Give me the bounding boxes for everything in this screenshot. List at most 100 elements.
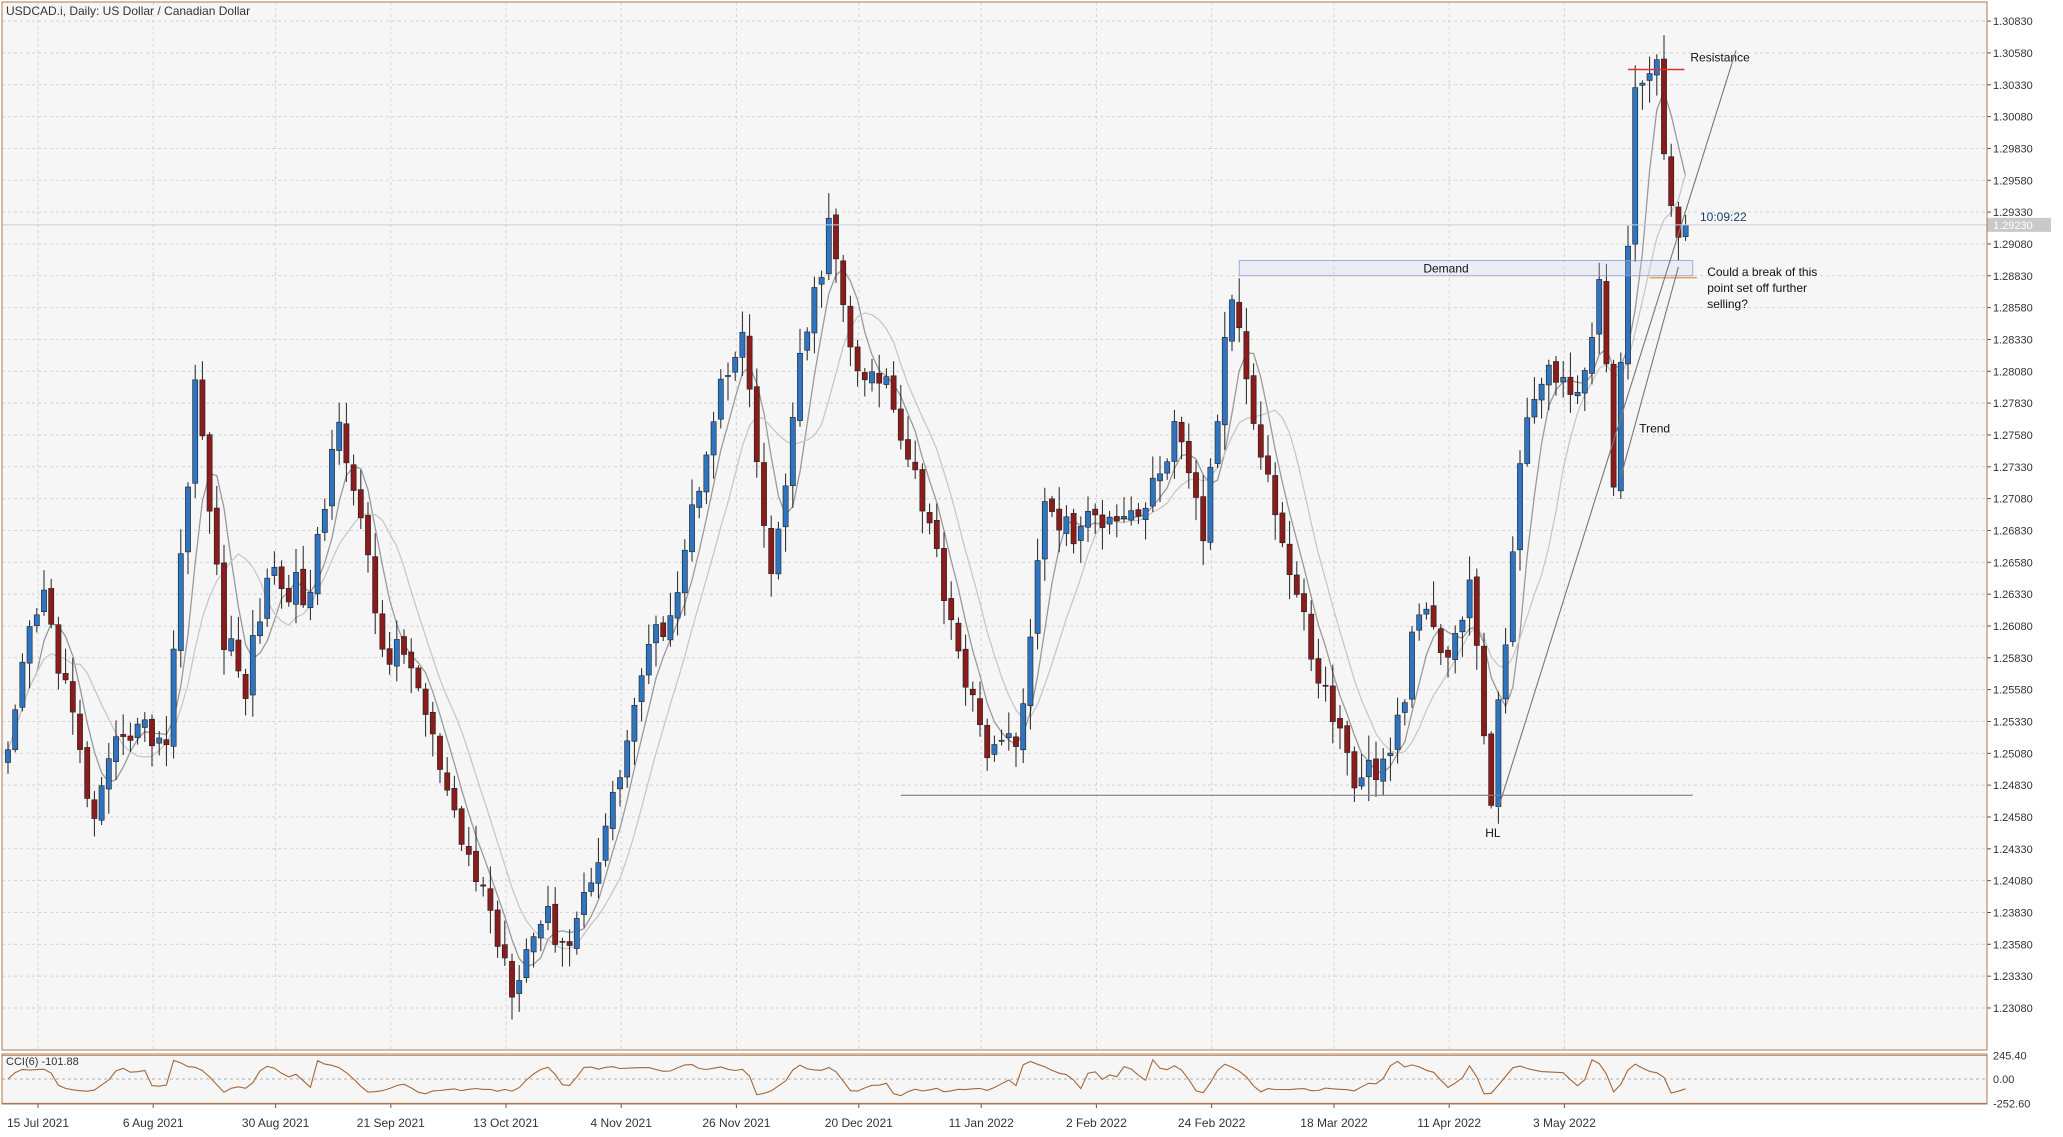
x-tick-label: 11 Apr 2022: [1417, 1116, 1481, 1130]
candle: [710, 411, 717, 479]
candle: [1452, 625, 1459, 674]
bull-candle-body: [1380, 758, 1387, 782]
bear-candle-body: [969, 688, 976, 696]
candle: [1459, 616, 1466, 657]
candle: [84, 741, 91, 808]
candle: [660, 616, 667, 642]
candle: [948, 581, 955, 640]
bear-candle-body: [861, 372, 868, 381]
candle: [1149, 456, 1156, 513]
candle: [530, 932, 537, 968]
bear-candle-body: [199, 379, 206, 437]
bear-candle-body: [84, 747, 91, 799]
candle: [1214, 414, 1221, 469]
note-line: point set off further: [1707, 281, 1807, 295]
candle: [1322, 666, 1329, 702]
candle: [48, 578, 55, 629]
candle: [1524, 397, 1531, 467]
bear-candle-body: [235, 639, 242, 672]
candle: [408, 638, 415, 694]
candle: [1279, 502, 1286, 548]
bull-candle-body: [1229, 299, 1235, 342]
bull-candle-body: [1041, 501, 1048, 560]
candle: [278, 560, 285, 609]
bear-candle-body: [1257, 424, 1264, 458]
x-tick-label: 2 Feb 2022: [1066, 1116, 1127, 1130]
bear-candle-body: [1344, 725, 1351, 753]
bear-candle-body: [242, 674, 249, 699]
y-tick-label: 1.26580: [1993, 557, 2033, 569]
bear-candle-body: [473, 850, 479, 883]
bull-candle-body: [1682, 224, 1689, 237]
bear-candle-body: [977, 698, 983, 726]
bull-candle-body: [1365, 759, 1372, 778]
bear-candle-body: [422, 688, 429, 715]
bull-candle-body: [645, 644, 652, 676]
bull-candle-body: [293, 572, 299, 605]
candle: [235, 616, 242, 678]
candle: [933, 503, 940, 558]
bear-candle-body: [905, 439, 911, 460]
bear-candle-body: [149, 718, 155, 747]
chart-title: USDCAD.i, Daily: US Dollar / Canadian Do…: [6, 4, 250, 18]
candle: [1409, 626, 1415, 708]
cci-indicator: 245.40 0.00 -252.60: [2, 1050, 2030, 1110]
candle: [969, 681, 976, 712]
bull-candle-body: [703, 454, 710, 493]
bear-candle-body: [365, 515, 371, 556]
y-tick-label: 1.23080: [1993, 1003, 2033, 1015]
candle: [1020, 688, 1027, 764]
bear-candle-body: [1373, 758, 1379, 781]
bull-candle-body: [1495, 699, 1502, 807]
y-tick-label: 1.27330: [1993, 462, 2033, 474]
bear-candle-body: [833, 214, 839, 260]
candle: [149, 714, 155, 767]
bear-candle-body: [1286, 543, 1293, 576]
bull-candle-body: [1020, 703, 1027, 751]
bear-candle-body: [1661, 58, 1667, 155]
demand-label: Demand: [1423, 261, 1468, 275]
candle: [213, 485, 220, 576]
candle: [1423, 602, 1430, 620]
candle: [1509, 536, 1516, 647]
bear-candle-body: [509, 961, 515, 998]
candle: [1502, 627, 1509, 714]
candle: [674, 571, 681, 636]
bull-candle-body: [710, 421, 717, 456]
bull-candle-body: [1394, 714, 1401, 750]
candle: [1293, 561, 1300, 598]
bear-candle-body: [408, 651, 415, 669]
bear-candle-body: [1675, 206, 1682, 238]
y-tick-label: 1.29080: [1993, 239, 2033, 251]
bear-candle-body: [127, 735, 134, 741]
candle: [962, 634, 969, 706]
candle: [127, 722, 134, 752]
candle: [372, 533, 379, 634]
bull-candle-body: [1524, 417, 1531, 464]
bull-candle-body: [581, 892, 587, 915]
candle: [465, 827, 472, 867]
bull-candle-body: [1005, 733, 1012, 738]
candle: [1430, 581, 1437, 630]
bear-candle-body: [1603, 281, 1610, 365]
candle: [91, 791, 98, 837]
candle: [185, 482, 191, 575]
candle: [1315, 639, 1322, 699]
bear-candle-body: [1193, 472, 1199, 498]
bull-candle-body: [12, 709, 19, 750]
candle: [1005, 712, 1012, 751]
y-tick-label: 1.25330: [1993, 716, 2033, 728]
bull-candle-body: [573, 918, 580, 949]
bear-candle-body: [451, 788, 458, 811]
candle: [1610, 359, 1617, 497]
bear-candle-body: [55, 624, 62, 674]
bull-candle-body: [1632, 87, 1639, 245]
candle: [624, 730, 631, 788]
candle: [602, 813, 609, 867]
bear-candle-body: [350, 464, 357, 491]
bull-candle-body: [717, 378, 724, 420]
x-tick-label: 15 Jul 2021: [7, 1116, 69, 1130]
bear-candle-body: [62, 673, 69, 681]
bear-candle-body: [221, 562, 227, 650]
